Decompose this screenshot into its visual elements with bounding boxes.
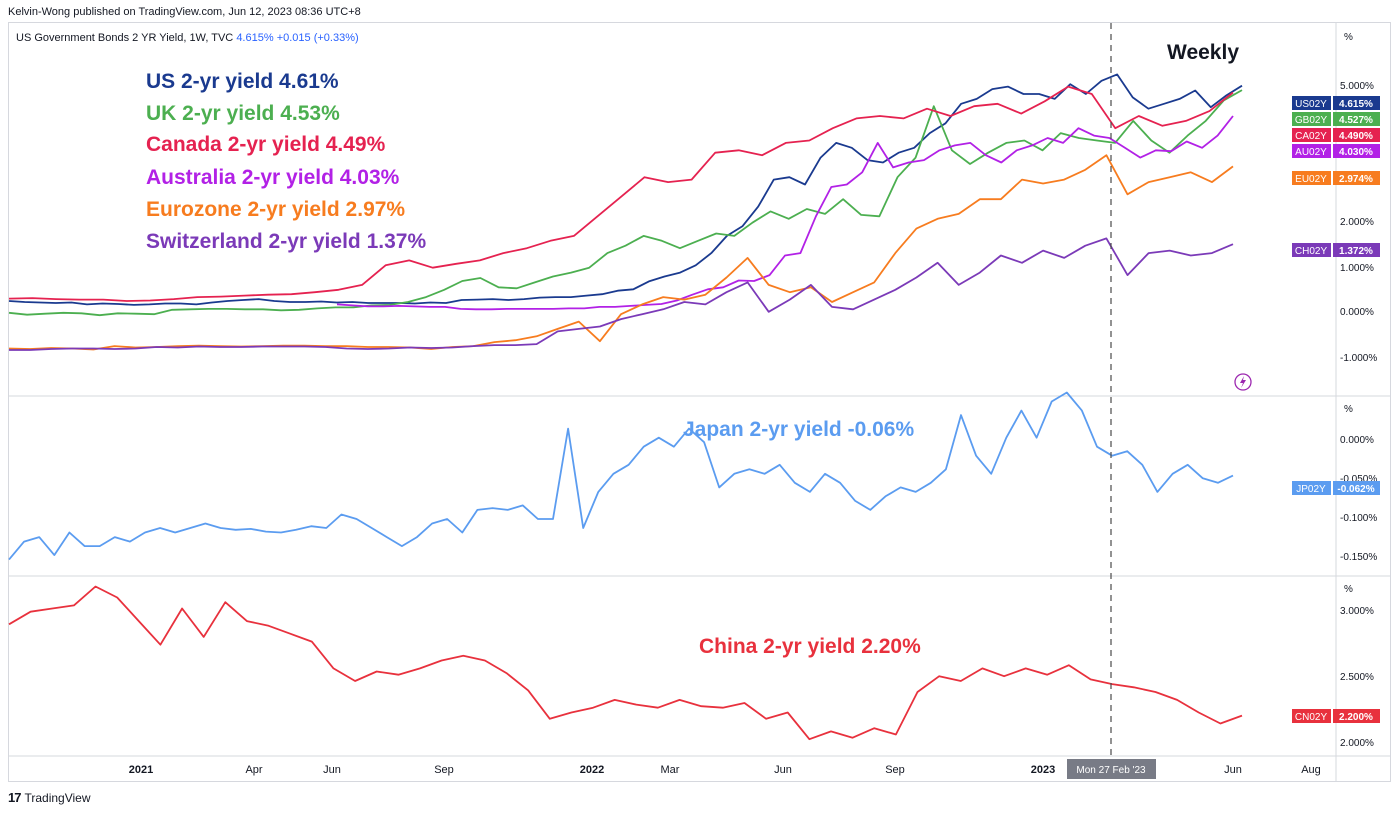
chart-frame[interactable] (8, 22, 1391, 782)
price-tick-label: 0.000% (1340, 307, 1374, 318)
series-value-box (1333, 96, 1380, 110)
series-value-box (1333, 481, 1380, 495)
series-line-cn02y (8, 585, 1243, 741)
series-tag-text: JP02Y (1296, 484, 1326, 495)
series-tag-gb02y: GB02Y 4.527% (1292, 112, 1380, 126)
price-tick-label: -1.000% (1340, 353, 1377, 364)
series-tag-box (1292, 709, 1331, 723)
price-tick-label: 5.000% (1340, 81, 1374, 92)
series-tag-cn02y: CN02Y 2.200% (1292, 709, 1380, 723)
lightning-icon (1234, 373, 1252, 391)
series-value-text: 4.490% (1339, 131, 1373, 142)
series-name-label: Japan 2-yr yield -0.06% (683, 418, 914, 441)
series-tag-box (1292, 128, 1331, 142)
time-tick-label: Jun (1224, 764, 1242, 776)
series-tag-text: GB02Y (1295, 115, 1328, 126)
last-price: 4.615% (236, 32, 274, 44)
series-value-text: -0.062% (1337, 484, 1374, 495)
price-tick-label: 2.500% (1340, 672, 1374, 683)
price-tick-label: 3.000% (1340, 606, 1374, 617)
series-name-label: US 2-yr yield 4.61% (146, 70, 339, 93)
symbol-name: US Government Bonds 2 YR Yield, 1W, TVC (16, 32, 234, 44)
publisher-line: Kelvin-Wong published on TradingView.com… (8, 6, 361, 18)
series-tag-text: CH02Y (1295, 246, 1328, 257)
crosshair-date-label: Mon 27 Feb '23 (1067, 759, 1156, 779)
brand-name: TradingView (24, 790, 91, 805)
series-tag-au02y: AU02Y 4.030% (1292, 144, 1380, 158)
series-tag-box (1292, 144, 1331, 158)
price-tick-label: 0.000% (1340, 435, 1374, 446)
series-line-us02y (8, 73, 1243, 306)
series-name-label: Australia 2-yr yield 4.03% (146, 166, 400, 189)
series-value-box (1333, 112, 1380, 126)
crosshair-date-text: Mon 27 Feb '23 (1076, 765, 1146, 776)
series-line-jp02y (8, 391, 1234, 561)
series-value-text: 1.372% (1339, 246, 1373, 257)
series-tag-box (1292, 171, 1331, 185)
price-tick-label: 2.000% (1340, 738, 1374, 749)
series-line-ca02y (8, 85, 1234, 302)
time-tick-label: Jun (774, 764, 792, 776)
series-value-box (1333, 171, 1380, 185)
series-value-text: 4.527% (1339, 115, 1373, 126)
time-tick-label: Jun (323, 764, 341, 776)
series-tag-eu02y: EU02Y 2.974% (1292, 171, 1380, 185)
series-name-label: China 2-yr yield 2.20% (699, 635, 921, 658)
footer: 17 TradingView (8, 790, 91, 805)
series-tag-text: AU02Y (1295, 147, 1327, 158)
unit-label: % (1344, 32, 1353, 43)
series-value-text: 4.030% (1339, 147, 1373, 158)
price-tick-label: 1.000% (1340, 263, 1374, 274)
series-tag-box (1292, 112, 1331, 126)
series-value-box (1333, 144, 1380, 158)
series-name-label: Eurozone 2-yr yield 2.97% (146, 198, 405, 221)
series-tag-box (1292, 96, 1331, 110)
series-tag-ch02y: CH02Y 1.372% (1292, 243, 1380, 257)
time-tick-label: Sep (434, 764, 454, 776)
unit-label: % (1344, 584, 1353, 595)
series-name-label: Switzerland 2-yr yield 1.37% (146, 230, 426, 253)
time-tick-label: Sep (885, 764, 905, 776)
series-value-box (1333, 243, 1380, 257)
series-tag-box (1292, 243, 1331, 257)
series-tag-text: CA02Y (1295, 131, 1327, 142)
price-tick-label: -0.150% (1340, 552, 1377, 563)
series-value-box (1333, 709, 1380, 723)
series-line-ch02y (9, 237, 1234, 351)
top-bar: Kelvin-Wong published on TradingView.com… (0, 0, 1400, 22)
series-tag-text: CN02Y (1295, 712, 1328, 723)
series-line-au02y (336, 115, 1234, 311)
price-tick-label: -0.050% (1340, 474, 1377, 485)
series-value-text: 2.200% (1339, 712, 1373, 723)
series-tag-box (1292, 481, 1331, 495)
series-name-label: Canada 2-yr yield 4.49% (146, 133, 386, 156)
series-line-gb02y (8, 89, 1243, 317)
crosshair-date-box (1067, 759, 1156, 779)
series-tag-text: EU02Y (1295, 174, 1327, 185)
series-tag-ca02y: CA02Y 4.490% (1292, 128, 1380, 142)
series-name-label: UK 2-yr yield 4.53% (146, 102, 340, 125)
price-tick-label: -0.100% (1340, 513, 1377, 524)
time-tick-label: 2022 (580, 764, 604, 776)
series-value-text: 4.615% (1339, 99, 1373, 110)
symbol-info: US Government Bonds 2 YR Yield, 1W, TVC … (16, 32, 359, 44)
series-value-box (1333, 128, 1380, 142)
series-tag-jp02y: JP02Y -0.062% (1292, 481, 1380, 495)
series-tag-text: US02Y (1295, 99, 1327, 110)
timeframe-label: Weekly (1167, 41, 1239, 64)
tradingview-logo-icon: 17 (8, 790, 22, 805)
series-value-text: 2.974% (1339, 174, 1373, 185)
time-tick-label: Apr (245, 764, 262, 776)
time-tick-label: Mar (661, 764, 680, 776)
unit-label: % (1344, 404, 1353, 415)
time-tick-label: Aug (1301, 764, 1321, 776)
series-tag-us02y: US02Y 4.615% (1292, 96, 1380, 110)
time-tick-label: 2023 (1031, 764, 1055, 776)
price-tick-label: 2.000% (1340, 217, 1374, 228)
time-tick-label: 2021 (129, 764, 153, 776)
price-change: +0.015 (+0.33%) (276, 32, 359, 44)
